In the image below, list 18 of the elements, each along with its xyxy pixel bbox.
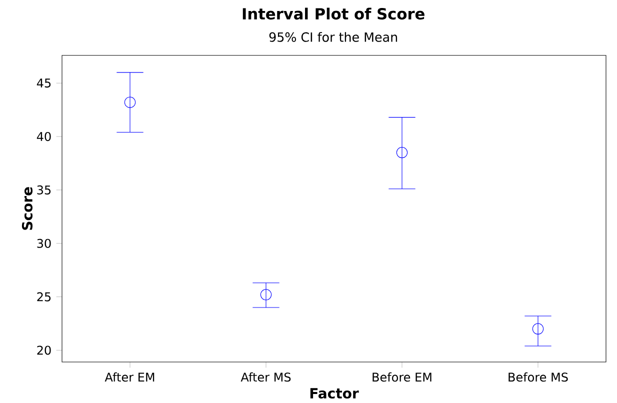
y-tick-label: 45 xyxy=(36,78,51,88)
y-tick-label: 30 xyxy=(37,238,51,248)
y-tick-label: 35 xyxy=(37,185,51,194)
x-tick-label: Before EM xyxy=(372,372,432,382)
point xyxy=(396,146,408,158)
x-axis-title: Factor xyxy=(310,388,359,399)
x-tick-label: After MS xyxy=(240,372,291,382)
x-tick-label: Before MS xyxy=(508,372,568,382)
point xyxy=(532,323,544,334)
y-axis-title: Score xyxy=(22,187,33,230)
chart-subtitle: 95% CI for the Mean xyxy=(269,32,398,42)
point xyxy=(260,289,272,300)
y-tick-label: 40 xyxy=(36,132,51,142)
point xyxy=(124,96,136,108)
x-tick-label: After EM xyxy=(104,372,154,382)
chart-title: Interval Plot of Score xyxy=(242,8,424,20)
y-tick-label: 20 xyxy=(37,346,51,355)
y-tick-label: 25 xyxy=(37,292,51,302)
